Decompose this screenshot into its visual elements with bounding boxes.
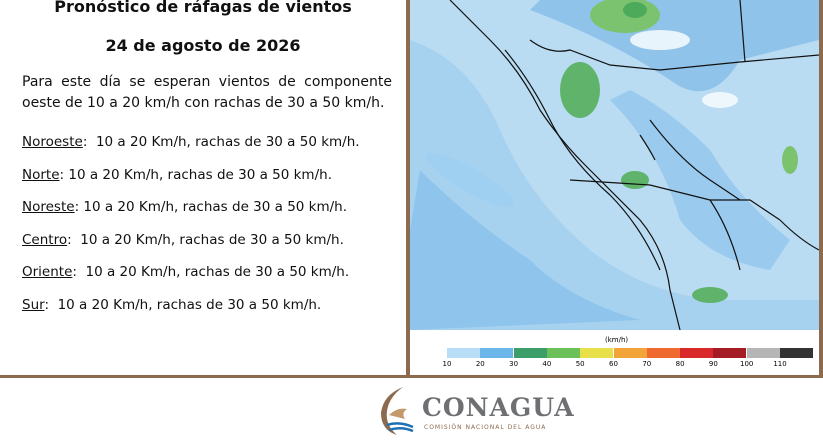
- legend-label: 90: [708, 360, 718, 368]
- legend-label: 30: [509, 360, 519, 368]
- legend-unit: (km/h): [605, 336, 629, 344]
- legend-label: 70: [642, 360, 652, 368]
- legend-swatch: [613, 348, 647, 358]
- legend-swatch: [646, 348, 680, 358]
- date: 24 de agosto de 2026: [105, 36, 301, 55]
- region-name: Oriente: [22, 264, 73, 280]
- logo-name: CONAGUA: [422, 393, 575, 422]
- region-text: : 10 a 20 Km/h, rachas de 30 a 50 km/h.: [72, 264, 350, 280]
- legend-swatch: [513, 348, 547, 358]
- logo-subtitle: COMISIÓN NACIONAL DEL AGUA: [424, 424, 547, 431]
- title: Pronóstico de ráfagas de vientos: [54, 0, 352, 16]
- region-line: Noreste: 10 a 20 Km/h, rachas de 30 a 50…: [22, 199, 347, 215]
- logo-icon: [381, 387, 414, 435]
- intro-text: Para este día se esperan vientos de comp…: [22, 74, 392, 111]
- region-line: Norte: 10 a 20 Km/h, rachas de 30 a 50 k…: [22, 167, 332, 183]
- legend-swatch: [680, 348, 714, 358]
- legend-label: 50: [575, 360, 585, 368]
- region-text: : 10 a 20 Km/h, rachas de 30 a 50 km/h.: [82, 134, 360, 150]
- region-name: Norte: [22, 166, 60, 183]
- legend-label: 110: [773, 360, 787, 368]
- region-name: Sur: [22, 296, 45, 313]
- legend-swatch: [580, 348, 614, 358]
- legend-swatch: [546, 348, 580, 358]
- legend-swatch: [746, 348, 780, 358]
- color-legend: (km/h) 10 20 30 40 50 60 70 80 90 100 110: [410, 330, 819, 375]
- border: [0, 375, 823, 378]
- legend-swatch: [447, 348, 480, 358]
- legend-swatch: [713, 348, 747, 358]
- legend-label: 100: [740, 360, 754, 368]
- region-text: : 10 a 20 Km/h, rachas de 30 a 50 km/h.: [44, 296, 322, 313]
- legend-label: 10: [442, 360, 452, 368]
- region-name: Noroeste: [22, 134, 83, 150]
- region-line: Sur: 10 a 20 Km/h, rachas de 30 a 50 km/…: [22, 297, 321, 313]
- region-text: : 10 a 20 Km/h, rachas de 30 a 50 km/h.: [67, 231, 344, 248]
- wind-map: [410, 0, 819, 330]
- legend-label: 60: [609, 360, 618, 368]
- region-name: Centro: [22, 231, 68, 248]
- region-line: Oriente: 10 a 20 Km/h, rachas de 30 a 50…: [22, 264, 349, 280]
- region-line: Noroeste: 10 a 20 Km/h, rachas de 30 a 5…: [22, 134, 360, 150]
- border: [819, 0, 823, 378]
- region-name: Noreste: [22, 199, 75, 215]
- legend-label: 80: [675, 360, 685, 368]
- region-text: : 10 a 20 Km/h, rachas de 30 a 50 km/h.: [59, 166, 332, 183]
- legend-swatch: [780, 348, 813, 358]
- legend-swatch: [480, 348, 514, 358]
- region-line: Centro: 10 a 20 Km/h, rachas de 30 a 50 …: [22, 232, 344, 248]
- region-text: : 10 a 20 Km/h, rachas de 30 a 50 km/h.: [74, 199, 348, 215]
- forecast-panel: Pronóstico de ráfagas de vientos 24 de a…: [0, 0, 406, 375]
- legend-label: 40: [542, 360, 552, 368]
- legend-label: 20: [475, 360, 485, 368]
- border: [406, 0, 410, 378]
